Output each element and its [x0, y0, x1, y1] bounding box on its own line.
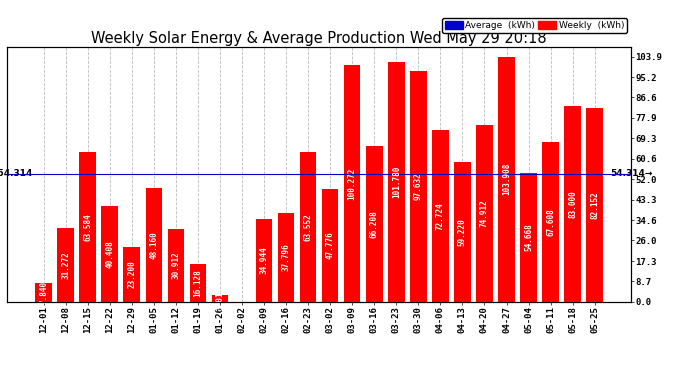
Title: Weekly Solar Energy & Average Production Wed May 29 20:18: Weekly Solar Energy & Average Production… — [91, 31, 547, 46]
Text: 101.780: 101.780 — [392, 165, 401, 198]
Text: 54.314→: 54.314→ — [610, 169, 653, 178]
Text: 54.668: 54.668 — [524, 224, 533, 251]
Text: 83.000: 83.000 — [568, 190, 577, 218]
Text: 100.272: 100.272 — [348, 167, 357, 200]
Text: 7.840: 7.840 — [39, 281, 48, 304]
Bar — [124, 247, 140, 302]
Text: 63.584: 63.584 — [83, 213, 92, 241]
Bar — [101, 207, 118, 302]
Bar — [256, 219, 273, 302]
Bar — [344, 65, 360, 302]
Bar — [300, 152, 317, 302]
Bar — [432, 130, 448, 302]
Text: 34.944: 34.944 — [259, 247, 268, 274]
Bar — [35, 284, 52, 302]
Text: 74.912: 74.912 — [480, 200, 489, 227]
Text: 63.552: 63.552 — [304, 213, 313, 241]
Bar — [190, 264, 206, 302]
Text: 31.272: 31.272 — [61, 251, 70, 279]
Bar — [168, 229, 184, 302]
Text: 48.160: 48.160 — [149, 231, 158, 259]
Bar — [498, 57, 515, 302]
Bar — [542, 142, 559, 302]
Bar — [586, 108, 603, 302]
Text: 16.128: 16.128 — [193, 269, 202, 297]
Text: 47.776: 47.776 — [326, 232, 335, 260]
Bar — [520, 173, 537, 302]
Text: 67.608: 67.608 — [546, 208, 555, 236]
Text: 72.724: 72.724 — [436, 202, 445, 230]
Text: ←54.314: ←54.314 — [0, 169, 32, 178]
Bar — [564, 106, 581, 302]
Bar — [146, 188, 162, 302]
Bar — [57, 228, 74, 302]
Bar — [212, 295, 228, 302]
Text: 23.200: 23.200 — [127, 261, 136, 288]
Text: 103.908: 103.908 — [502, 163, 511, 195]
Text: 59.220: 59.220 — [458, 218, 467, 246]
Text: 97.632: 97.632 — [414, 173, 423, 201]
Text: 82.152: 82.152 — [590, 191, 599, 219]
Bar — [476, 125, 493, 302]
Text: 40.408: 40.408 — [105, 240, 114, 268]
Bar — [410, 71, 426, 302]
Text: 3.012: 3.012 — [215, 287, 224, 310]
Bar — [79, 152, 96, 302]
Bar — [454, 162, 471, 302]
Bar — [322, 189, 338, 302]
Legend: Average  (kWh), Weekly  (kWh): Average (kWh), Weekly (kWh) — [442, 18, 627, 33]
Bar — [278, 213, 295, 302]
Text: 66.208: 66.208 — [370, 210, 379, 238]
Text: 30.912: 30.912 — [171, 252, 180, 279]
Text: 37.796: 37.796 — [282, 243, 290, 271]
Bar — [388, 62, 404, 302]
Bar — [366, 146, 382, 302]
